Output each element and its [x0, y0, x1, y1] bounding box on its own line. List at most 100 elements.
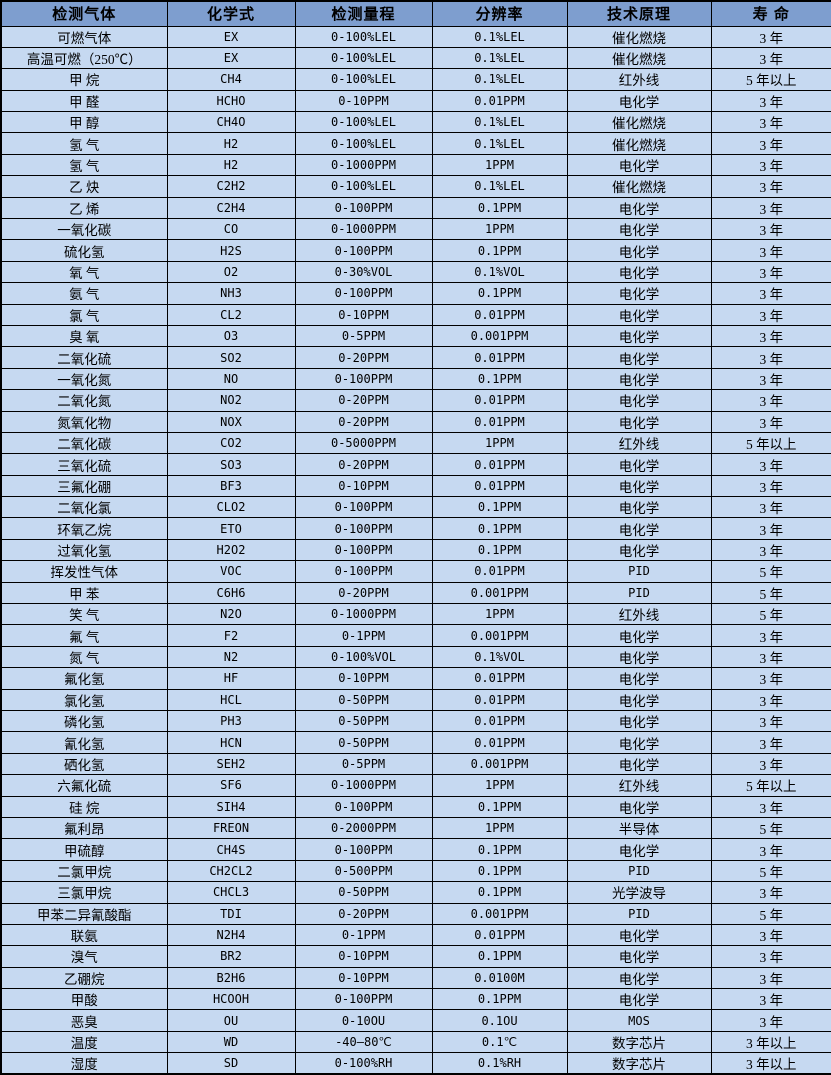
table-cell: CH2CL2: [166, 859, 296, 883]
table-cell: PID: [566, 581, 712, 605]
table-cell: 3 年: [710, 624, 831, 647]
table-cell: 0-10PPM: [294, 945, 433, 968]
table-cell: 电化学: [566, 966, 712, 990]
table-cell: OU: [166, 1009, 296, 1032]
table-cell: 甲 苯: [0, 581, 168, 605]
table-cell: 0-30%VOL: [294, 260, 433, 284]
table-cell: NO: [166, 367, 296, 391]
table-cell: BR2: [166, 945, 296, 968]
table-cell: 3 年: [710, 153, 831, 177]
table-cell: 电化学: [566, 453, 712, 476]
table-cell: FREON: [166, 816, 296, 840]
table-cell: 催化燃烧: [566, 25, 712, 48]
table-row: 氨 气 NH3 0-100PPM 0.1PPM 电化学 3 年: [0, 282, 831, 305]
table-row: 六氟化硫 SF6 0-1000PPM 1PPM 红外线 5 年以上: [0, 774, 831, 797]
table-row: 氧 气 O2 0-30%VOL 0.1%VOL 电化学 3 年: [0, 260, 831, 284]
table-cell: 0-100PPM: [294, 282, 433, 305]
table-cell: 电化学: [566, 282, 712, 305]
table-cell: 1PPM: [431, 816, 568, 840]
table-row: 恶臭 OU 0-10OU 0.1OU MOS 3 年: [0, 1009, 831, 1032]
table-cell: HF: [166, 667, 296, 690]
table-row: 高温可燃（250℃） EX 0-100%LEL 0.1%LEL 催化燃烧 3 年: [0, 46, 831, 70]
table-cell: 0-20PPM: [294, 902, 433, 925]
table-row: 氢 气 H2 0-100%LEL 0.1%LEL 催化燃烧 3 年: [0, 132, 831, 155]
table-cell: 3 年: [710, 218, 831, 241]
table-cell: 三氧化硫: [0, 453, 168, 476]
table-row: 二氧化氮 NO2 0-20PPM 0.01PPM 电化学 3 年: [0, 389, 831, 412]
table-cell: 0-5PPM: [294, 324, 433, 348]
table-cell: 0.01PPM: [431, 923, 568, 947]
table-cell: 3 年: [710, 688, 831, 712]
table-cell: CL2: [166, 303, 296, 326]
table-row: 温度 WD -40—80℃ 0.1℃ 数字芯片 3 年以上: [0, 1030, 831, 1054]
table-row: 氯 气 CL2 0-10PPM 0.01PPM 电化学 3 年: [0, 303, 831, 326]
table-cell: 氯 气: [0, 303, 168, 326]
table-cell: 溴气: [0, 945, 168, 968]
column-header: 检测量程: [294, 0, 433, 27]
table-cell: PID: [566, 560, 712, 583]
table-row: 联氨 N2H4 0-1PPM 0.01PPM 电化学 3 年: [0, 923, 831, 947]
column-header: 化学式: [166, 0, 296, 27]
table-row: 氟 气 F2 0-1PPM 0.001PPM 电化学 3 年: [0, 624, 831, 647]
table-cell: 二氧化碳: [0, 431, 168, 455]
table-cell: 二氯甲烷: [0, 859, 168, 883]
table-cell: 1PPM: [431, 153, 568, 177]
table-cell: 3 年: [710, 239, 831, 262]
table-cell: WD: [166, 1030, 296, 1054]
table-row: 乙 炔 C2H2 0-100%LEL 0.1%LEL 催化燃烧 3 年: [0, 175, 831, 198]
table-cell: 电化学: [566, 838, 712, 861]
table-cell: 一氧化碳: [0, 218, 168, 241]
table-cell: 0.001PPM: [431, 752, 568, 776]
table-cell: 二氧化硫: [0, 346, 168, 369]
table-cell: CLO2: [166, 496, 296, 519]
table-cell: 0-1000PPM: [294, 774, 433, 797]
table-cell: CH4S: [166, 838, 296, 861]
table-cell: 3 年以上: [710, 1030, 831, 1054]
table-cell: 5 年: [710, 603, 831, 626]
table-cell: 3 年: [710, 838, 831, 861]
table-cell: 3 年: [710, 496, 831, 519]
table-cell: 0.1℃: [431, 1030, 568, 1054]
table-cell: CO: [166, 218, 296, 241]
table-cell: 催化燃烧: [566, 111, 712, 134]
table-cell: 0.01PPM: [431, 709, 568, 733]
table-cell: 0.0100M: [431, 966, 568, 990]
table-cell: 0.001PPM: [431, 324, 568, 348]
table-cell: 3 年: [710, 538, 831, 562]
table-cell: 3 年: [710, 367, 831, 391]
table-cell: 3 年: [710, 517, 831, 540]
table-cell: 电化学: [566, 474, 712, 498]
table-row: 氢 气 H2 0-1000PPM 1PPM 电化学 3 年: [0, 153, 831, 177]
table-cell: SEH2: [166, 752, 296, 776]
table-cell: 0-100PPM: [294, 795, 433, 818]
table-cell: 3 年: [710, 966, 831, 990]
table-cell: TDI: [166, 902, 296, 925]
table-cell: 3 年: [710, 667, 831, 690]
table-cell: 乙 烯: [0, 196, 168, 220]
table-cell: 0.1%LEL: [431, 25, 568, 48]
table-cell: 氮氧化物: [0, 410, 168, 433]
table-row: 笑 气 N2O 0-1000PPM 1PPM 红外线 5 年: [0, 603, 831, 626]
table-cell: 电化学: [566, 688, 712, 712]
table-cell: 电化学: [566, 324, 712, 348]
table-row: 一氧化碳 CO 0-1000PPM 1PPM 电化学 3 年: [0, 218, 831, 241]
table-cell: 0-10PPM: [294, 966, 433, 990]
table-cell: 3 年: [710, 89, 831, 113]
table-cell: EX: [166, 46, 296, 70]
table-cell: 甲 烷: [0, 68, 168, 91]
table-cell: 0.01PPM: [431, 89, 568, 113]
table-cell: 甲 醛: [0, 89, 168, 113]
table-cell: 数字芯片: [566, 1030, 712, 1054]
table-cell: 催化燃烧: [566, 46, 712, 70]
table-cell: 乙 炔: [0, 175, 168, 198]
table-row: 甲 醇 CH4O 0-100%LEL 0.1%LEL 催化燃烧 3 年: [0, 111, 831, 134]
table-cell: 温度: [0, 1030, 168, 1054]
table-row: 甲硫醇 CH4S 0-100PPM 0.1PPM 电化学 3 年: [0, 838, 831, 861]
table-cell: 笑 气: [0, 603, 168, 626]
table-cell: 3 年: [710, 46, 831, 70]
table-cell: 3 年: [710, 709, 831, 733]
table-cell: 红外线: [566, 68, 712, 91]
table-cell: 0-100%VOL: [294, 645, 433, 669]
table-cell: NOX: [166, 410, 296, 433]
table-cell: 电化学: [566, 645, 712, 669]
